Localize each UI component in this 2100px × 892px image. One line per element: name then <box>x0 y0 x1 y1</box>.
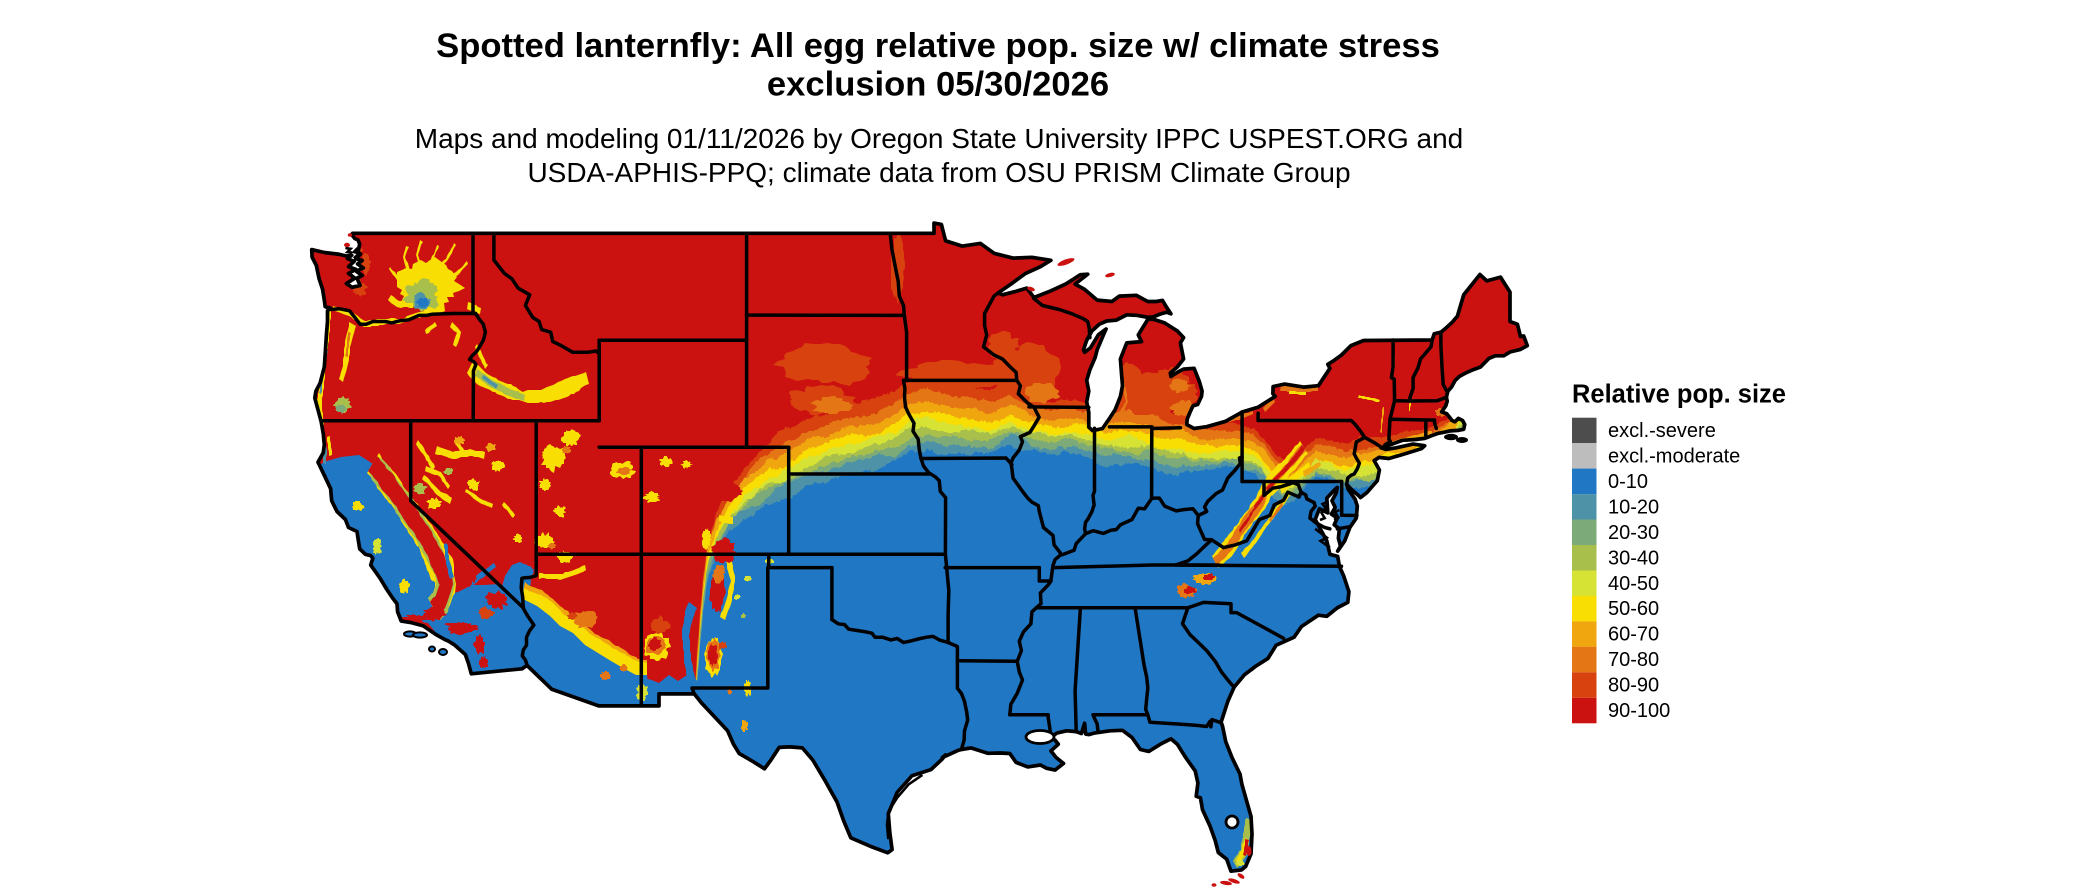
svg-text:30-40: 30-40 <box>1608 547 1659 569</box>
svg-text:0-10: 0-10 <box>1608 471 1648 493</box>
svg-text:40-50: 40-50 <box>1608 573 1659 595</box>
svg-text:10-20: 10-20 <box>1608 496 1659 518</box>
svg-text:excl.-moderate: excl.-moderate <box>1608 446 1740 468</box>
svg-text:50-60: 50-60 <box>1608 598 1659 620</box>
svg-text:Spotted lanternfly: All egg re: Spotted lanternfly: All egg relative pop… <box>436 27 1440 65</box>
svg-text:exclusion 05/30/2026: exclusion 05/30/2026 <box>767 66 1109 104</box>
svg-text:USDA-APHIS-PPQ; climate data f: USDA-APHIS-PPQ; climate data from OSU PR… <box>527 157 1350 188</box>
svg-text:20-30: 20-30 <box>1608 522 1659 544</box>
svg-text:Maps and modeling 01/11/2026 b: Maps and modeling 01/11/2026 by Oregon S… <box>415 123 1463 154</box>
svg-text:90-100: 90-100 <box>1608 700 1670 722</box>
svg-text:60-70: 60-70 <box>1608 624 1659 646</box>
svg-text:80-90: 80-90 <box>1608 675 1659 697</box>
svg-text:Relative pop. size: Relative pop. size <box>1572 381 1786 409</box>
svg-text:excl.-severe: excl.-severe <box>1608 420 1716 442</box>
svg-text:70-80: 70-80 <box>1608 649 1659 671</box>
